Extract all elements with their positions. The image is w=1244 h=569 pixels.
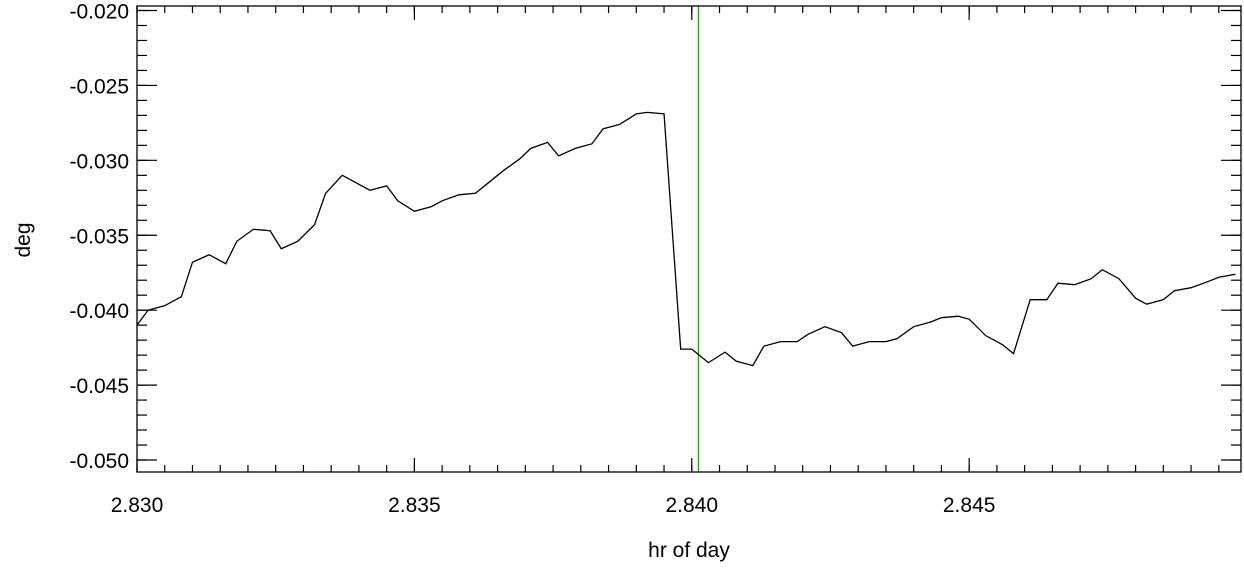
y-tick-label: -0.045 <box>69 375 129 398</box>
x-tick-label: 2.840 <box>665 494 718 517</box>
series-line <box>136 111 1236 367</box>
x-axis-label: hr of day <box>648 539 730 562</box>
y-axis-label: deg <box>12 222 35 257</box>
x-tick-label: 2.845 <box>943 494 996 517</box>
tick-marks <box>136 6 1241 472</box>
y-tick-label: -0.050 <box>69 450 129 473</box>
y-tick-label: -0.035 <box>69 225 129 248</box>
x-tick-label: 2.835 <box>388 494 441 517</box>
y-tick-label: -0.030 <box>69 150 129 173</box>
plot-frame <box>136 5 1242 473</box>
tick-labels: 2.830 2.835 2.840 2.845 -0.020 -0.025 -0.030 -0… <box>69 0 995 517</box>
y-tick-label: -0.040 <box>69 300 129 323</box>
y-tick-label: -0.020 <box>69 0 129 23</box>
x-tick-label: 2.830 <box>111 494 164 517</box>
y-tick-label: -0.025 <box>69 75 129 98</box>
